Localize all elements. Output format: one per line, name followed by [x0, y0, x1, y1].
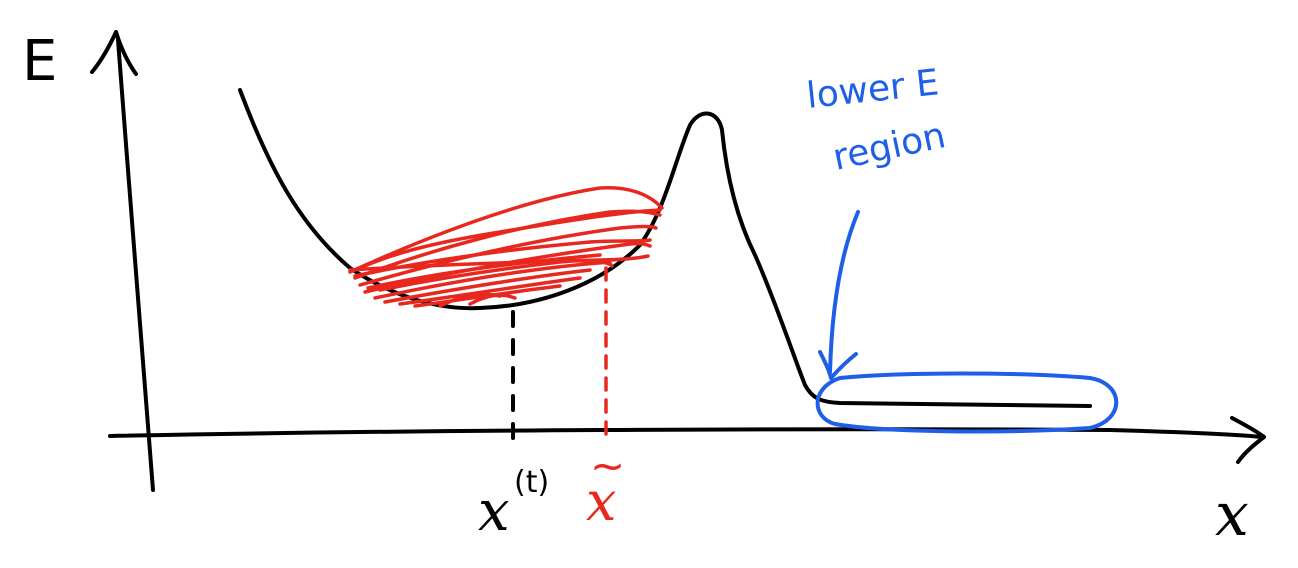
- svg-text:~: ~: [590, 441, 625, 490]
- sampled-region-scribble: [348, 185, 664, 308]
- svg-text:x: x: [586, 470, 616, 533]
- svg-text:(t): (t): [514, 465, 549, 500]
- x-axis-label: x: [1215, 480, 1249, 550]
- y-axis: [90, 30, 155, 492]
- current-point-label: x (t): [478, 465, 549, 544]
- svg-text:lower E: lower E: [805, 62, 941, 117]
- svg-text:x: x: [478, 479, 510, 544]
- lower-energy-annotation: lower E region: [805, 62, 950, 178]
- lower-energy-region-ellipse: [815, 371, 1119, 434]
- proposal-point-label: ~ x: [586, 441, 625, 533]
- y-axis-label: E: [22, 29, 57, 94]
- x-axis: [108, 416, 1266, 464]
- energy-curve: [238, 88, 1092, 408]
- svg-text:region: region: [829, 115, 949, 179]
- annotation-arrow: [818, 210, 860, 380]
